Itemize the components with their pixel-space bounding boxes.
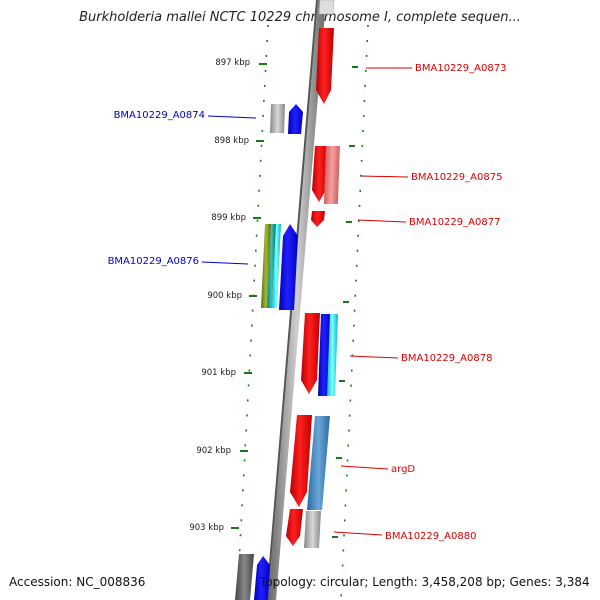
label-a0878: BMA10229_A0878	[401, 353, 492, 364]
gene-a0873	[316, 28, 334, 104]
gene-a0876	[279, 224, 298, 310]
gene-bottom-blue	[254, 556, 270, 600]
gene-a0876-teal	[267, 224, 276, 308]
gene-a0874-gray	[270, 104, 285, 133]
callout-a0878	[349, 355, 399, 359]
scale-label-898: 898 kbp	[214, 136, 249, 146]
gene-a0876-olive	[261, 224, 271, 308]
scale-902: 902 kbp	[196, 446, 248, 456]
gene-argd	[307, 416, 330, 510]
callout-a0874	[207, 115, 257, 119]
scale-label-902: 902 kbp	[196, 446, 231, 456]
callout-a0877	[357, 219, 407, 223]
scale-899: 899 kbp	[211, 213, 261, 223]
right-scale-ticks	[332, 66, 358, 538]
scale-label-901: 901 kbp	[201, 368, 236, 378]
outer-tick-track	[340, 24, 369, 600]
label-a0877: BMA10229_A0877	[409, 217, 500, 228]
scale-900: 900 kbp	[207, 291, 257, 301]
map-title: Burkholderia mallei NCTC 10229 chromosom…	[79, 10, 521, 25]
callout-argd	[340, 465, 389, 470]
chromosome-backbone	[268, 0, 326, 600]
scale-901: 901 kbp	[201, 368, 252, 378]
gene-a0878-cyan	[327, 314, 338, 396]
scale-898: 898 kbp	[214, 136, 264, 146]
gene-argd-red	[290, 415, 312, 507]
scale-label-899: 899 kbp	[211, 213, 246, 223]
label-argd: argD	[391, 464, 415, 475]
callout-a0880	[333, 531, 383, 536]
scale-label-897: 897 kbp	[215, 58, 250, 68]
scale-label-903: 903 kbp	[189, 523, 224, 533]
gene-a0880-red	[286, 509, 303, 546]
gene-a0876-cyan	[272, 224, 281, 308]
gene-a0877	[311, 211, 325, 227]
gene-a0880	[304, 511, 321, 548]
label-a0873: BMA10229_A0873	[415, 63, 506, 74]
label-a0880: BMA10229_A0880	[385, 531, 476, 542]
accession-text: Accession: NC_008836	[9, 575, 146, 589]
gene-a0878	[301, 313, 320, 394]
label-a0874: BMA10229_A0874	[114, 110, 205, 121]
gene-a0875	[312, 146, 328, 202]
callout-a0876	[201, 261, 249, 265]
gene-a0873-top	[318, 0, 335, 15]
callout-a0875	[360, 175, 409, 178]
label-a0876: BMA10229_A0876	[108, 256, 199, 267]
scale-897: 897 kbp	[215, 58, 267, 68]
scale-903: 903 kbp	[189, 523, 239, 533]
gene-a0875-neighbor	[323, 146, 340, 204]
scale-label-900: 900 kbp	[207, 291, 242, 301]
label-a0875: BMA10229_A0875	[411, 172, 502, 183]
inner-tick-track	[236, 24, 269, 600]
topology-text: Topology: circular; Length: 3,458,208 bp…	[260, 575, 590, 589]
gene-bottom-dark	[235, 554, 254, 600]
gene-a0874	[288, 104, 303, 134]
